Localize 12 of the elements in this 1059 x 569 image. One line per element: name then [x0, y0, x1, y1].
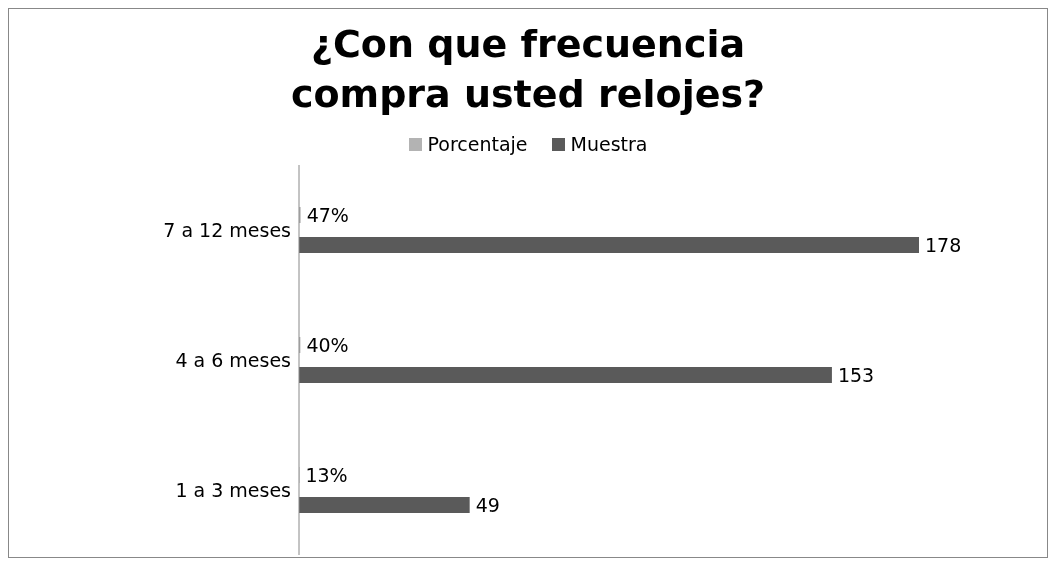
data-label: 178	[925, 234, 962, 256]
y-tick-label: 4 a 6 meses	[175, 348, 291, 371]
data-label: 49	[475, 494, 500, 516]
data-label: 13%	[305, 464, 348, 486]
data-label: 47%	[306, 204, 349, 226]
y-tick-label: 1 a 3 meses	[175, 478, 291, 501]
legend-label: Muestra	[570, 133, 648, 155]
y-tick-label: 7 a 12 meses	[163, 218, 291, 241]
chart-title: ¿Con que frecuencia compra usted relojes?	[289, 21, 767, 118]
legend-label: Porcentaje	[427, 133, 528, 155]
data-label: 153	[837, 364, 875, 386]
data-label: 40%	[306, 334, 349, 356]
